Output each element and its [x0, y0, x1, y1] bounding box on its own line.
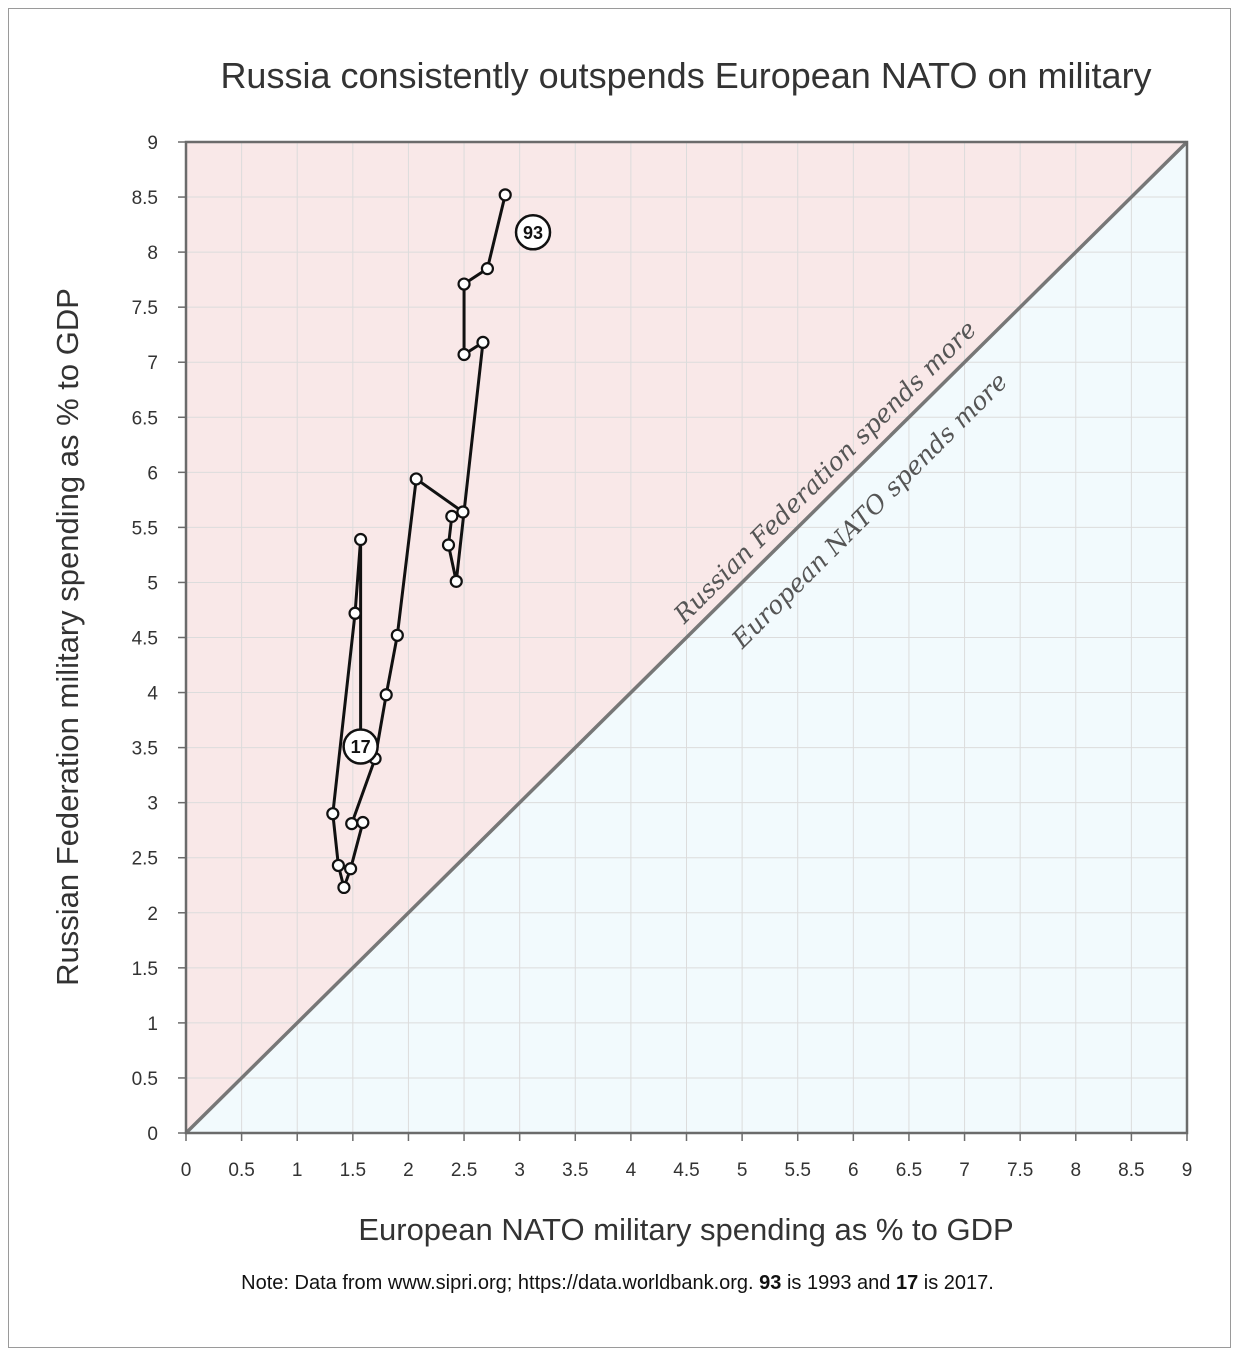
source-note: Note: Data from www.sipri.org; https://d…	[0, 1272, 1235, 1295]
data-point	[354, 532, 368, 547]
data-point	[457, 277, 471, 291]
data-point	[344, 862, 358, 876]
x-axis-label: European NATO military spending as % to …	[358, 1212, 1013, 1247]
x-tick-label: 3	[514, 1160, 525, 1181]
note-middle: is 1993 and	[781, 1272, 896, 1294]
data-point	[456, 505, 470, 519]
y-tick-label: 4.5	[132, 629, 158, 650]
x-tick-label: 0	[181, 1160, 192, 1181]
x-tick-label: 8	[1070, 1160, 1081, 1181]
data-point	[379, 688, 393, 702]
diagonal-line	[184, 140, 1189, 1135]
chart-title: Russia consistently outspends European N…	[220, 55, 1151, 96]
y-tick-label: 3.5	[132, 739, 158, 760]
data-point	[345, 816, 359, 831]
y-tick-label: 4	[147, 684, 158, 705]
data-point	[449, 574, 463, 588]
y-tick-label: 7	[147, 353, 158, 374]
y-tick-label: 5.5	[132, 518, 158, 539]
y-tick-label: 7.5	[132, 298, 158, 319]
y-tick-label: 2	[147, 904, 158, 925]
x-tick-label: 8.5	[1118, 1160, 1144, 1181]
y-tick-label: 8	[147, 243, 158, 264]
y-tick-label: 3	[147, 794, 158, 815]
data-point	[445, 509, 459, 523]
x-tick-label: 6	[848, 1160, 859, 1181]
x-tick-label: 9	[1182, 1160, 1193, 1181]
diagonal-group	[184, 140, 1189, 1135]
x-tick-label: 2	[403, 1160, 414, 1181]
x-tick-label: 4	[626, 1160, 637, 1181]
y-tick-label: 1.5	[132, 959, 158, 980]
annotation-group: 93 17	[342, 214, 552, 765]
data-point	[356, 815, 370, 830]
year-annotation-circle	[514, 214, 552, 251]
y-tick-label: 0	[147, 1124, 158, 1145]
y-tick-label: 5	[147, 573, 158, 594]
note-year-end: 17	[895, 1272, 919, 1294]
y-tick-label: 8.5	[132, 188, 158, 209]
data-point	[498, 188, 512, 202]
y-tick-label: 0.5	[132, 1069, 158, 1090]
year-annotation: 17	[342, 728, 379, 765]
x-tick-label: 0.5	[228, 1160, 254, 1181]
data-point	[480, 262, 495, 276]
x-axis-ticks: 0 0.5 1 1.5 2 2.5 3 3.5 4 4.5 5 5.5 6 6.5 7 7.5 8 8.5 9	[181, 1133, 1193, 1181]
data-point	[348, 606, 362, 620]
data-point	[476, 335, 490, 350]
year-annotation: 93	[514, 214, 552, 251]
data-point	[326, 807, 340, 821]
note-year-start: 93	[759, 1272, 782, 1294]
series-group	[326, 188, 512, 895]
series-line	[331, 194, 507, 889]
data-point	[457, 347, 471, 362]
y-tick-label: 2.5	[132, 849, 158, 870]
y-axis-ticks: 0 0.5 1 1.5 2 2.5 3 3.5 4 4.5 5 5.5 6 6.5 7 7.5 8 8.5 9	[132, 133, 186, 1145]
x-tick-label: 6.5	[896, 1160, 922, 1181]
y-tick-label: 6.5	[132, 408, 158, 429]
data-point	[390, 628, 404, 642]
x-tick-label: 5	[737, 1160, 748, 1181]
note-prefix: Note: Data from www.sipri.org; https://d…	[241, 1272, 760, 1294]
year-annotation-label: 17	[351, 737, 371, 757]
data-point	[441, 538, 456, 552]
year-annotation-label: 93	[523, 223, 543, 243]
x-tick-label: 5.5	[785, 1160, 811, 1181]
y-tick-label: 6	[147, 463, 158, 484]
note-suffix: is 2017.	[918, 1272, 994, 1294]
x-tick-label: 1.5	[340, 1160, 366, 1181]
y-tick-label: 9	[147, 133, 158, 154]
data-point	[337, 880, 351, 895]
data-point	[331, 858, 345, 873]
x-tick-label: 7	[959, 1160, 970, 1181]
x-tick-label: 4.5	[673, 1160, 699, 1181]
x-tick-label: 2.5	[451, 1160, 477, 1181]
x-tick-label: 1	[292, 1160, 303, 1181]
data-point	[409, 472, 423, 486]
y-axis-label: Russian Federation military spending as …	[50, 288, 85, 986]
x-tick-label: 7.5	[1007, 1160, 1033, 1181]
y-tick-label: 1	[147, 1014, 158, 1035]
year-annotation-circle	[342, 728, 379, 765]
x-tick-label: 3.5	[562, 1160, 588, 1181]
